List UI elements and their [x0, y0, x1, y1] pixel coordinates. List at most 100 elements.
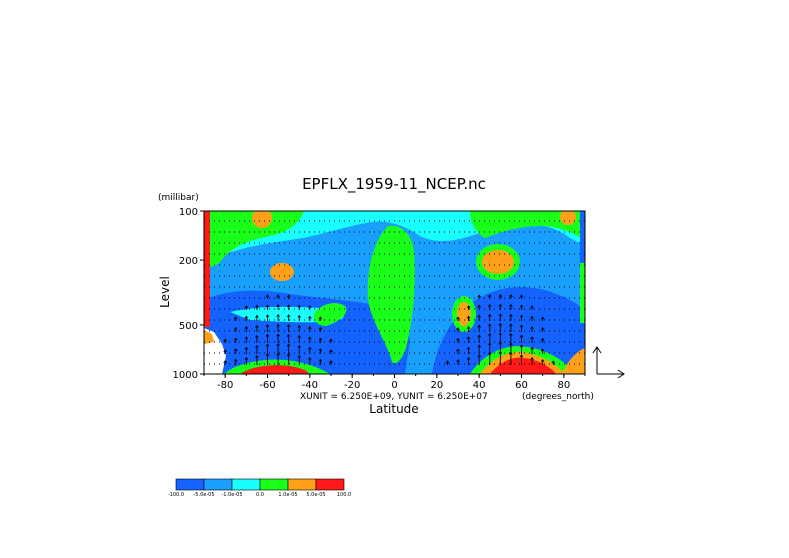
orange-spot-south-top: [252, 211, 272, 228]
flux-arrow-head: [530, 326, 534, 329]
flux-arrow-head: [530, 357, 534, 360]
flux-arrow-head: [286, 353, 291, 357]
flux-arrow-head: [297, 324, 302, 328]
flux-arrow-head: [286, 294, 291, 298]
x-axis-unit: (degrees_north): [522, 392, 594, 402]
colorbar-tick-label: 0.0: [256, 492, 264, 498]
flux-arrow-head: [276, 294, 280, 298]
flux-arrow-head: [308, 305, 312, 309]
flux-arrow-head: [509, 323, 513, 327]
flux-arrow-head: [265, 294, 270, 298]
flux-arrow-head: [519, 294, 524, 298]
flux-arrow-head: [286, 333, 291, 337]
y-axis-label: Level: [158, 276, 172, 308]
flux-arrow-head: [466, 346, 471, 350]
heatmap-field: [204, 211, 585, 374]
flux-arrow-head: [276, 304, 280, 308]
flux-arrow-head: [540, 348, 545, 352]
flux-arrow-head: [466, 336, 471, 340]
flux-arrow-head: [318, 327, 323, 330]
flux-arrow-head: [477, 354, 481, 358]
x-tick-label: 0: [391, 380, 397, 391]
y-tick-label: 500: [179, 321, 198, 332]
flux-arrow-head: [276, 343, 280, 346]
flux-arrow-head: [487, 323, 492, 327]
flux-arrow-head: [255, 324, 259, 328]
flux-arrow-head: [308, 326, 312, 329]
flux-arrow-head: [509, 332, 513, 336]
y-tick-label: 1000: [173, 370, 198, 381]
flux-arrow-head: [456, 359, 460, 363]
flux-arrow-head: [276, 323, 280, 327]
flux-arrow-head: [244, 336, 249, 340]
flux-arrow-head: [297, 335, 302, 338]
green-tongue-equator: [367, 225, 415, 364]
flux-arrow-head: [498, 332, 503, 336]
flux-arrow-head: [297, 304, 302, 308]
flux-arrow-head: [233, 327, 238, 330]
ep-flux-vectors: [223, 294, 556, 365]
flux-arrow-head: [286, 343, 291, 347]
flux-arrow-head: [487, 351, 492, 355]
green-strip-north-edge: [580, 263, 585, 323]
chart-title: EPFLX_1959-11_NCEP.nc: [302, 175, 486, 194]
flux-arrow-head: [540, 337, 545, 341]
x-tick-label: -40: [302, 380, 318, 391]
flux-arrow-head: [519, 344, 524, 348]
flux-arrow-head: [519, 334, 524, 338]
x-tick-label: -60: [259, 380, 275, 391]
flux-arrow-head: [318, 337, 323, 341]
flux-arrow-head: [509, 342, 513, 346]
x-axis: -80 -60 -40 -20 0 20 40 60 80: [203, 374, 586, 391]
flux-arrow-head: [456, 348, 460, 352]
flux-arrow-head: [477, 304, 481, 308]
flux-arrow-head: [297, 345, 302, 348]
flux-arrow-head: [498, 341, 503, 345]
flux-arrow-head: [487, 313, 492, 317]
flux-arrow-head: [286, 324, 291, 328]
flux-arrow-head: [530, 346, 534, 350]
flux-arrow-head: [265, 324, 270, 328]
flux-arrow-head: [498, 350, 503, 354]
flux-arrow-head: [255, 354, 259, 358]
vector-scale-note: XUNIT = 6.250E+09, YUNIT = 6.250E+07: [300, 392, 488, 402]
flux-arrow-head: [540, 316, 545, 320]
flux-arrow-head: [276, 333, 280, 337]
flux-arrow-head: [244, 357, 249, 360]
flux-arrow-head: [286, 314, 291, 318]
flux-arrow-head: [456, 327, 460, 331]
flux-arrow-head: [297, 314, 302, 318]
flux-arrow-head: [477, 334, 481, 338]
flux-arrow-head: [509, 313, 513, 317]
flux-arrow-head: [519, 324, 524, 328]
flux-arrow-head: [308, 346, 312, 350]
surface-red-south: [240, 365, 310, 374]
flux-arrow-head: [223, 360, 227, 363]
flux-arrow-head: [265, 314, 270, 318]
flux-arrow-head: [223, 349, 227, 353]
flux-arrow-head: [308, 315, 312, 319]
flux-arrow-head: [530, 315, 534, 319]
flux-arrow-head: [318, 348, 323, 352]
flux-arrow-head: [519, 354, 524, 358]
flux-arrow-head: [244, 315, 249, 319]
flux-arrow-head: [233, 358, 238, 362]
flux-arrow-head: [509, 351, 513, 355]
reference-vector-vertical-head: [592, 346, 602, 354]
flux-arrow-head: [329, 338, 333, 342]
x-tick-label: 40: [473, 380, 486, 391]
flux-arrow-head: [540, 359, 545, 363]
flux-arrow-head: [530, 336, 534, 340]
flux-arrow-head: [456, 316, 460, 320]
colorbar-tick-label: 100.0: [337, 492, 351, 498]
flux-arrow-head: [233, 348, 238, 352]
x-tick-label: 60: [515, 380, 528, 391]
x-axis-label: Latitude: [369, 402, 418, 416]
flux-arrow-head: [466, 305, 471, 309]
flux-arrow-head: [255, 304, 259, 308]
flux-arrow-head: [297, 354, 302, 358]
blue-strip-north-edge: [580, 211, 585, 263]
colorbar: -100.0 -5.0e-05 -1.0e-05 0.0 1.0e-05 5.0e-05 1…: [168, 478, 351, 498]
y-tick-label: 100: [179, 207, 198, 218]
